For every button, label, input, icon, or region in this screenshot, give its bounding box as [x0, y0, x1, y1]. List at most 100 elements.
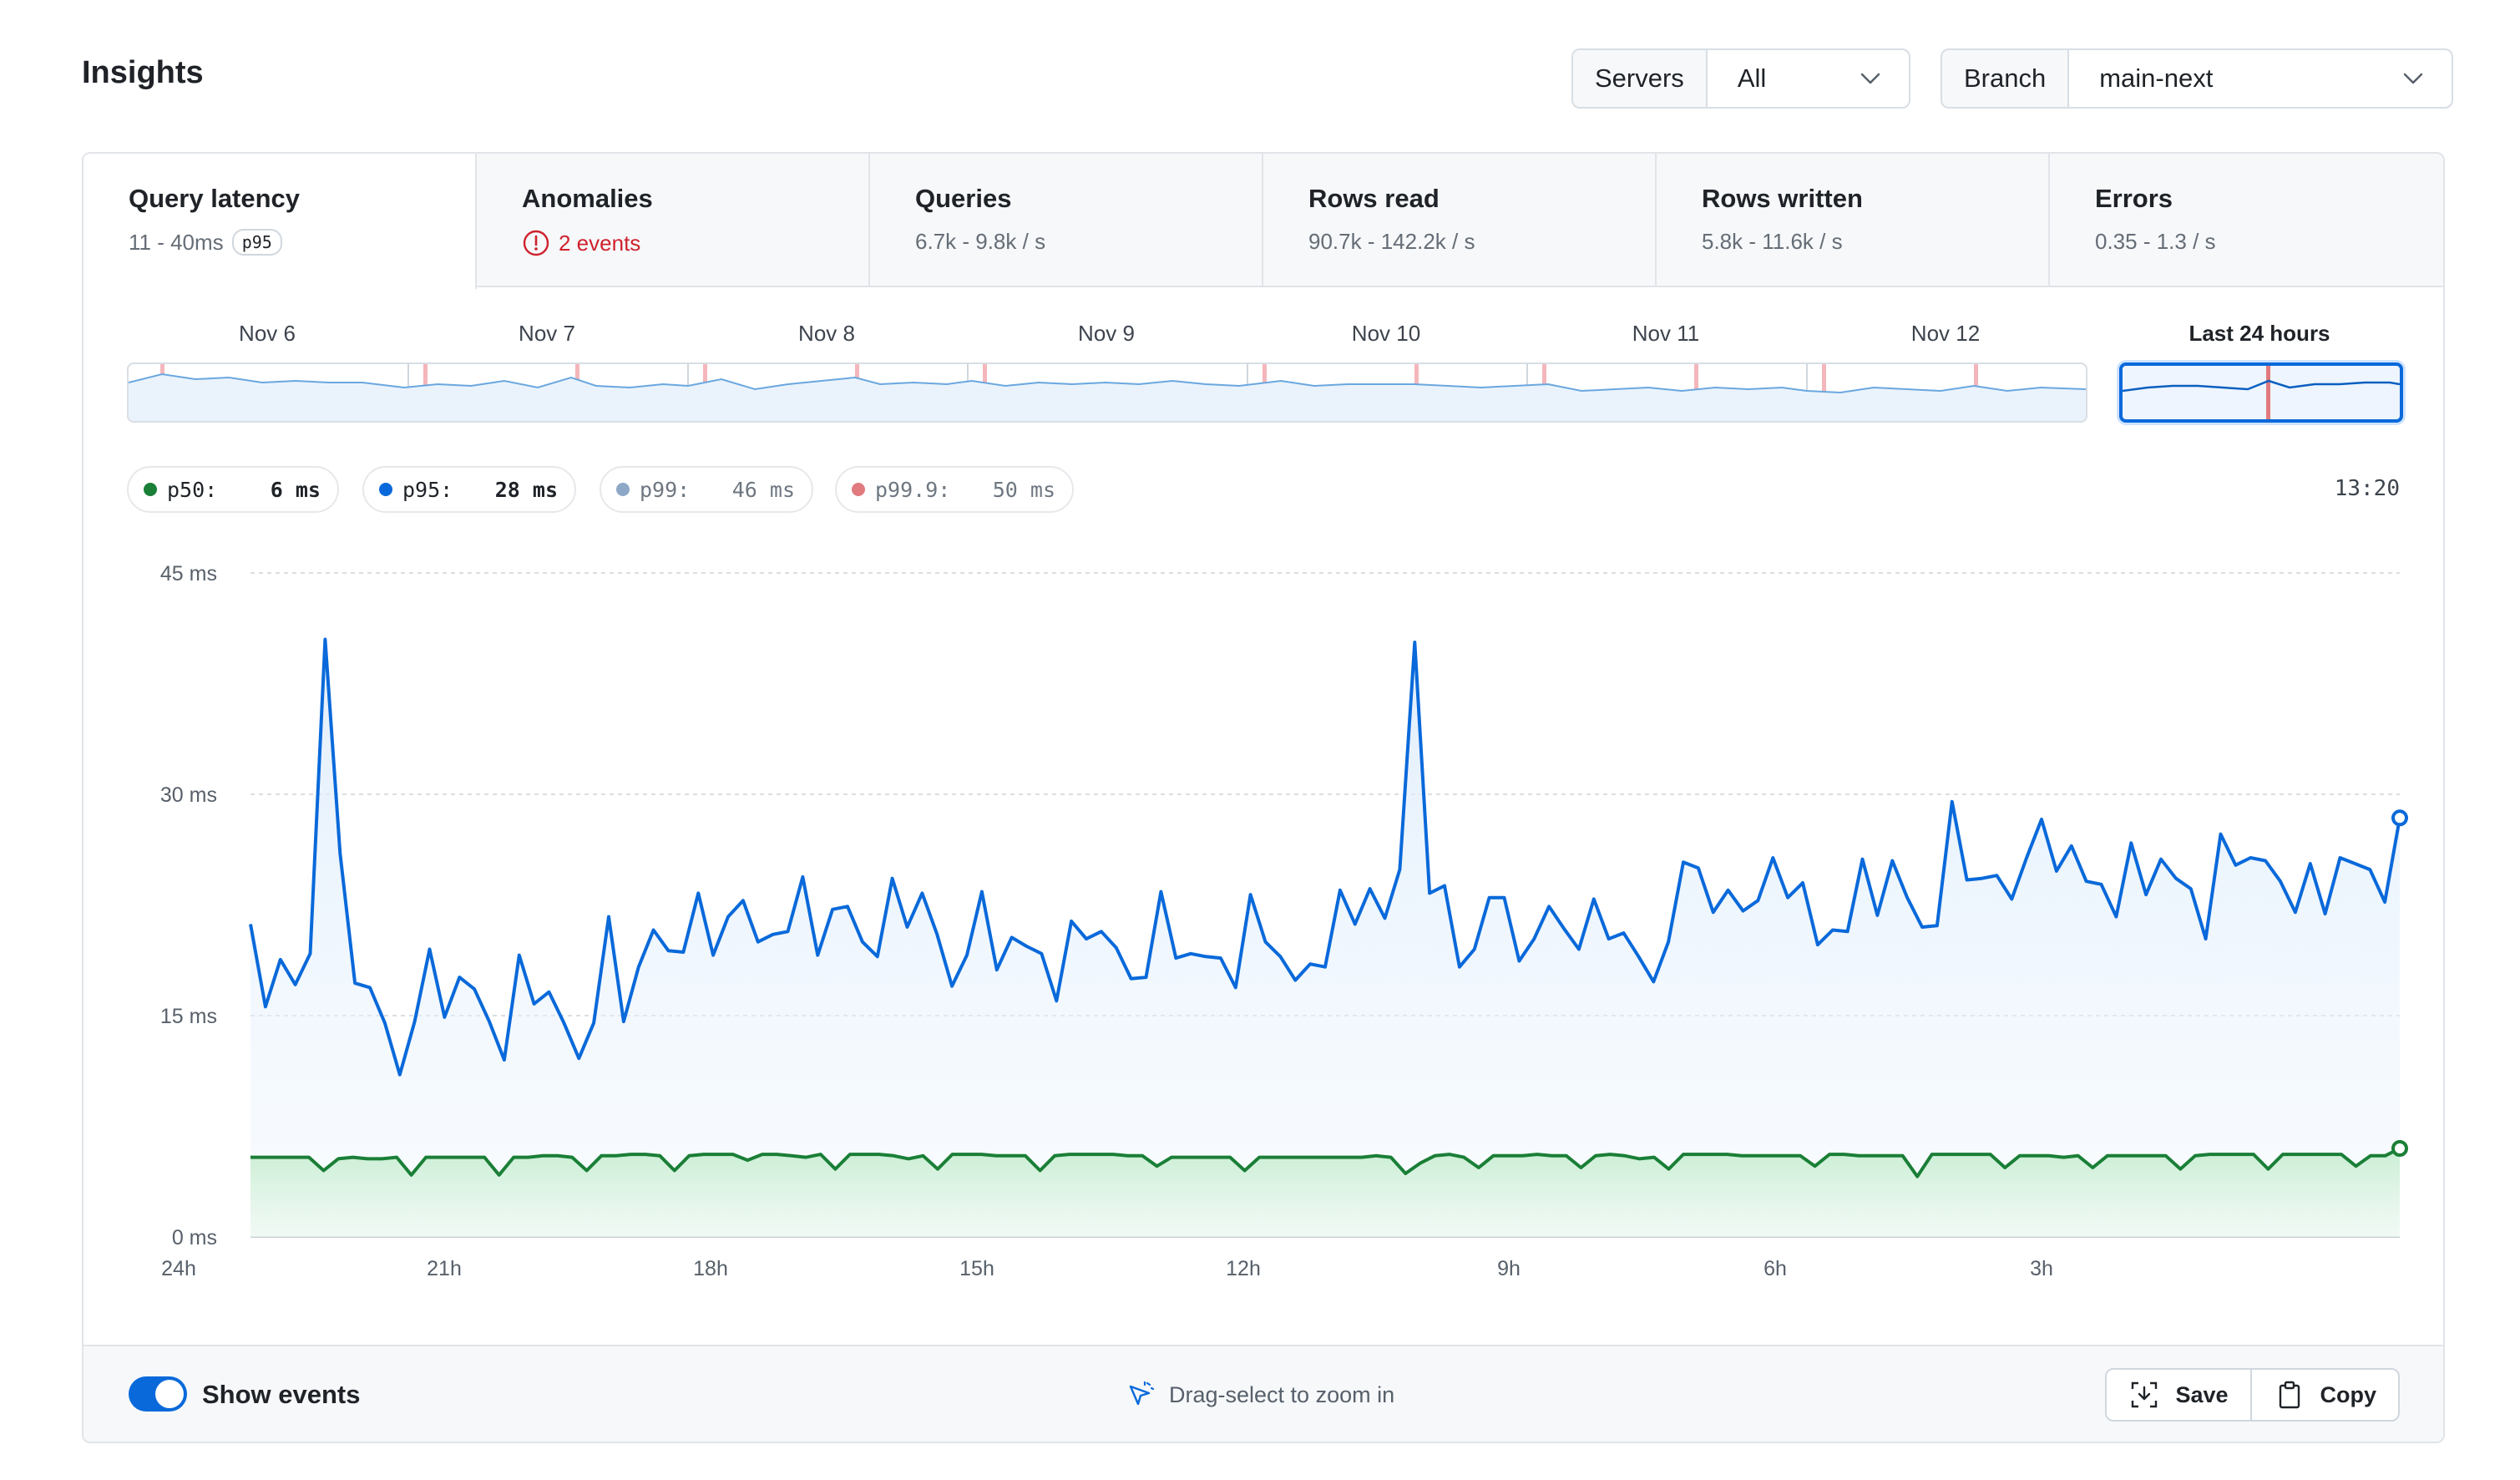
chart-actions: Save Copy: [2105, 1368, 2400, 1422]
cursor-select-icon: [1129, 1381, 1155, 1406]
p95-dot: [379, 483, 392, 496]
p99-dot: [616, 483, 630, 496]
legend-p99[interactable]: p99: 46 ms: [600, 466, 813, 513]
save-image-icon: [2132, 1381, 2158, 1408]
tab-subtitle: 5.8k - 11.6k / s: [1702, 229, 1843, 254]
copy-label: Copy: [2320, 1381, 2377, 1407]
tab-query-latency[interactable]: Query latency 11 - 40ms p95: [83, 154, 477, 289]
tab-rows-read[interactable]: Rows read 90.7k - 142.2k / s: [1263, 154, 1657, 287]
day-label: Nov 12: [1910, 321, 1981, 346]
y-tick-label: 15 ms: [160, 1005, 217, 1028]
day-label: Nov 8: [798, 321, 855, 346]
servers-selected-value: All: [1737, 63, 1767, 93]
legend-p999[interactable]: p99.9: 50 ms: [835, 466, 1074, 513]
tab-title: Errors: [2095, 184, 2173, 213]
legend-value: 6 ms: [270, 477, 321, 502]
zoom-hint-text: Drag-select to zoom in: [1169, 1381, 1395, 1407]
y-axis: 0 ms 15 ms 30 ms 45 ms: [160, 562, 217, 1249]
timeline-last-24h-window[interactable]: [2119, 362, 2403, 423]
p999-dot: [852, 483, 865, 496]
series-line-p50: [250, 1147, 2401, 1178]
x-tick-label: 12h: [1226, 1257, 1261, 1280]
x-tick-label: 6h: [1763, 1257, 1787, 1280]
chart-footer: Show events Drag-select to zoom in Save: [83, 1345, 2443, 1442]
p50-dot: [144, 483, 157, 496]
series-endpoint-p95: [2391, 809, 2408, 827]
legend-p95[interactable]: p95: 28 ms: [362, 466, 576, 513]
timeline-overview: Nov 6 Nov 7 Nov 8 Nov 9 Nov 10 Nov 11 No…: [127, 321, 2403, 423]
save-label: Save: [2175, 1381, 2229, 1407]
day-label: Nov 9: [1078, 321, 1135, 346]
series-area-p95: [250, 639, 2400, 1237]
servers-label: Servers: [1573, 50, 1708, 107]
x-tick-label: 18h: [693, 1257, 728, 1280]
latency-chart[interactable]: 0 ms 15 ms 30 ms 45 ms 24h 21h 18h 15h 12h 9h 6h 3…: [83, 546, 2443, 1390]
last-24h-sparkline: [2123, 366, 2400, 419]
legend-name: p99.9:: [875, 477, 951, 502]
tab-anomalies[interactable]: Anomalies 2 events: [477, 154, 870, 287]
show-events-toggle[interactable]: [129, 1376, 187, 1412]
tab-subtitle: 90.7k - 142.2k / s: [1308, 229, 1475, 254]
chevron-down-icon: [2403, 73, 2423, 84]
clipboard-icon: [2279, 1381, 2300, 1409]
show-events-label: Show events: [202, 1380, 361, 1409]
x-tick-label: 3h: [2030, 1257, 2053, 1280]
day-label: Nov 11: [1632, 321, 1700, 346]
x-tick-label: 15h: [959, 1257, 994, 1280]
metric-tabs: Query latency 11 - 40ms p95 Anomalies 2 …: [83, 154, 2443, 289]
chevron-down-icon: [1860, 73, 1880, 84]
tab-queries[interactable]: Queries 6.7k - 9.8k / s: [870, 154, 1263, 287]
day-label: Nov 7: [519, 321, 575, 346]
day-label-last-24h: Last 24 hours: [2189, 321, 2330, 346]
tab-title: Rows written: [1702, 184, 1863, 213]
branch-label: Branch: [1942, 50, 2070, 107]
branch-value[interactable]: main-next: [2069, 50, 2452, 107]
series-area-p50: [250, 1148, 2400, 1237]
series-endpoint-p50: [2391, 1140, 2408, 1157]
timeline-strip[interactable]: [127, 362, 2087, 423]
x-axis: 24h 21h 18h 15h 12h 9h 6h 3h: [161, 1257, 2053, 1280]
x-tick-label: 9h: [1497, 1257, 1521, 1280]
legend-value: 50 ms: [992, 477, 1055, 502]
tab-subtitle: 0.35 - 1.3 / s: [2095, 229, 2216, 254]
branch-selected-value: main-next: [2099, 63, 2214, 93]
percentile-badge: p95: [231, 229, 282, 256]
series-line-p95: [249, 637, 2401, 1077]
day-label: Nov 10: [1351, 321, 1421, 346]
tab-subtitle: 2 events: [559, 230, 641, 256]
y-tick-label: 45 ms: [160, 562, 217, 585]
page-title: Insights: [82, 55, 204, 90]
page-header: Insights Servers All Branch main-next: [82, 48, 2453, 109]
copy-button[interactable]: Copy: [2249, 1370, 2399, 1420]
y-tick-label: 30 ms: [160, 783, 217, 807]
tab-title: Anomalies: [522, 184, 653, 213]
branch-select[interactable]: Branch main-next: [1941, 48, 2453, 109]
y-tick-label: 0 ms: [172, 1226, 217, 1249]
x-tick-label: 21h: [427, 1257, 462, 1280]
tab-title: Queries: [915, 184, 1012, 213]
tab-title: Rows read: [1308, 184, 1440, 213]
alert-circle-icon: [523, 230, 549, 256]
legend-value: 46 ms: [731, 477, 795, 502]
tab-rows-written[interactable]: Rows written 5.8k - 11.6k / s: [1657, 154, 2050, 287]
chart-legend: p50: 6 ms p95: 28 ms p99: 46 ms p99.9: 5…: [127, 466, 2400, 516]
x-tick-label: 24h: [161, 1257, 196, 1280]
insights-panel: Query latency 11 - 40ms p95 Anomalies 2 …: [82, 152, 2445, 1443]
servers-select[interactable]: Servers All: [1571, 48, 1910, 109]
servers-value[interactable]: All: [1708, 50, 1909, 107]
toggle-knob: [155, 1380, 184, 1408]
tab-errors[interactable]: Errors 0.35 - 1.3 / s: [2050, 154, 2443, 287]
legend-name: p99:: [640, 477, 691, 502]
tab-subtitle: 11 - 40ms: [129, 229, 224, 255]
chart-series: [249, 637, 2408, 1237]
save-button[interactable]: Save: [2107, 1370, 2249, 1420]
legend-p50[interactable]: p50: 6 ms: [127, 466, 339, 513]
legend-name: p50:: [167, 477, 218, 502]
timeline-sparkline: [129, 364, 2086, 421]
zoom-hint: Drag-select to zoom in: [1126, 1380, 1394, 1410]
legend-name: p95:: [402, 477, 453, 502]
tab-title: Query latency: [129, 184, 301, 213]
day-label: Nov 6: [239, 321, 296, 346]
tab-subtitle: 6.7k - 9.8k / s: [915, 229, 1046, 254]
legend-value: 28 ms: [494, 477, 558, 502]
